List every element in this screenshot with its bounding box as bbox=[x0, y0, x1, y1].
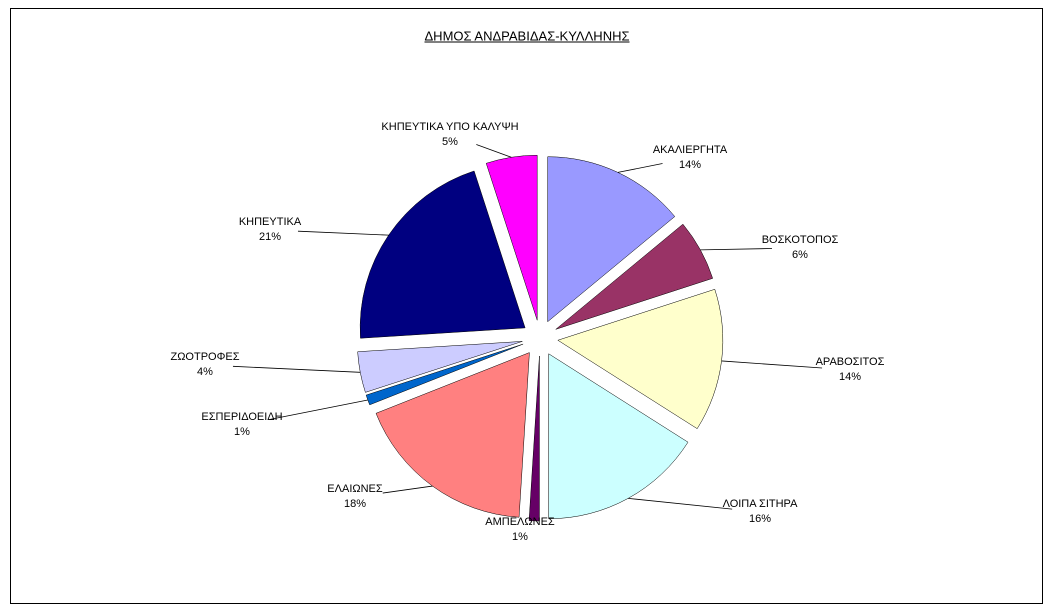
leader-line bbox=[297, 230, 389, 236]
chart-title: ΔΗΜΟΣ ΑΝΔΡΑΒΙΔΑΣ-ΚΥΛΛΗΝΗΣ bbox=[424, 28, 630, 44]
value-label: 1% bbox=[512, 531, 528, 543]
category-label: ΕΛΑΙΩΝΕΣ bbox=[327, 483, 383, 495]
slice-label: ΑΜΠΕΛΩΝΕΣ 1% bbox=[485, 515, 554, 545]
chart-frame bbox=[10, 8, 1043, 604]
category-label: ΑΜΠΕΛΩΝΕΣ bbox=[485, 516, 555, 528]
slice-label: ΖΩΟΤΡΟΦΕΣ 4% bbox=[170, 350, 239, 380]
category-label: ΛΟΙΠΑ ΣΙΤΗΡΑ bbox=[722, 498, 798, 510]
value-label: 14% bbox=[838, 371, 862, 383]
value-label: 18% bbox=[343, 498, 367, 510]
leader-line bbox=[617, 163, 663, 173]
slice-label: ΑΚΑΛΙΕΡΓΗΤΑ 14% bbox=[653, 143, 727, 173]
leader-line bbox=[700, 248, 773, 251]
value-label: 21% bbox=[258, 231, 282, 243]
leader-line bbox=[628, 497, 733, 510]
leader-line bbox=[476, 144, 512, 158]
category-label: ΑΡΑΒΟΣΙΤΟΣ bbox=[815, 356, 885, 368]
value-label: 5% bbox=[442, 136, 458, 148]
category-label: ΕΣΠΕΡΙΔΟΕΙΔΗ bbox=[201, 411, 283, 423]
value-label: 1% bbox=[234, 426, 250, 438]
value-label: 16% bbox=[748, 513, 772, 525]
slice-label: ΒΟΣΚΟΤΟΠΟΣ 6% bbox=[762, 233, 839, 263]
category-label: ΖΩΟΤΡΟΦΕΣ bbox=[170, 351, 240, 363]
leader-line bbox=[269, 399, 368, 420]
category-label: ΚΗΠΕΥΤΙΚΑ ΥΠΟ ΚΑΛΥΨΗ bbox=[381, 121, 519, 133]
pie-slice bbox=[357, 341, 523, 393]
leader-line bbox=[382, 485, 433, 494]
value-label: 14% bbox=[678, 159, 702, 171]
leader-line bbox=[721, 360, 823, 369]
category-label: ΚΗΠΕΥΤΙΚΑ bbox=[238, 216, 302, 228]
slice-label: ΕΛΑΙΩΝΕΣ 18% bbox=[327, 482, 382, 512]
slice-label: ΚΗΠΕΥΤΙΚΑ 21% bbox=[239, 215, 301, 245]
slice-label: ΛΟΙΠΑ ΣΙΤΗΡΑ 16% bbox=[723, 497, 798, 527]
category-label: ΑΚΑΛΙΕΡΓΗΤΑ bbox=[652, 144, 728, 156]
slice-label: ΕΣΠΕΡΙΔΟΕΙΔΗ 1% bbox=[201, 410, 282, 440]
slice-label: ΑΡΑΒΟΣΙΤΟΣ 14% bbox=[816, 355, 885, 385]
pie-slice bbox=[528, 355, 540, 522]
pie-slice bbox=[557, 288, 724, 430]
pie-slice bbox=[365, 343, 524, 406]
leader-line bbox=[232, 365, 361, 373]
value-label: 6% bbox=[792, 249, 808, 261]
category-label: ΒΟΣΚΟΤΟΠΟΣ bbox=[761, 234, 839, 246]
pie-slice bbox=[359, 170, 526, 339]
value-label: 4% bbox=[197, 366, 213, 378]
pie-slice bbox=[485, 154, 538, 321]
slice-label: ΚΗΠΕΥΤΙΚΑ ΥΠΟ ΚΑΛΥΨΗ 5% bbox=[381, 120, 518, 150]
